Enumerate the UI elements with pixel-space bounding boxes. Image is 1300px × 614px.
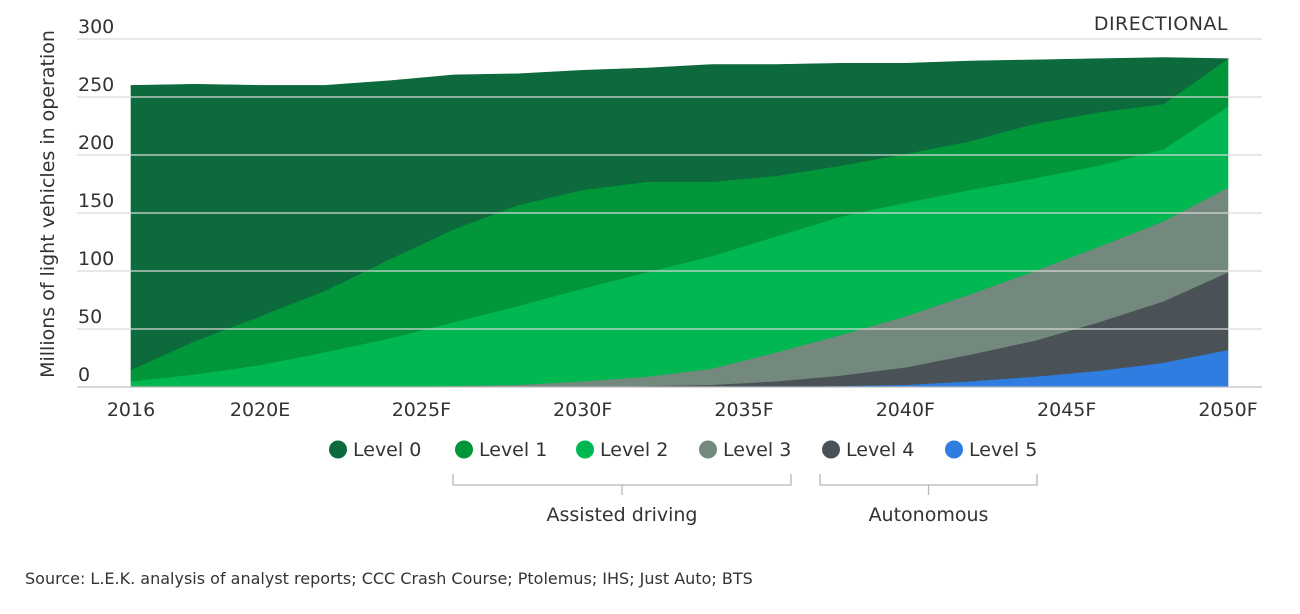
area-level-0 (130, 57, 1229, 371)
x-tick-2040f: 2040F (876, 399, 935, 421)
legend-label-level-3: Level 3 (723, 439, 791, 461)
y-tick-50: 50 (78, 306, 102, 328)
x-tick-2030f: 2030F (553, 399, 612, 421)
legend-swatch-level-5 (945, 440, 963, 459)
y-axis-label: Millions of light vehicles in operation (37, 30, 59, 378)
area-layer (130, 57, 1229, 388)
legend-swatch-level-2 (576, 440, 594, 459)
legend-swatch-level-1 (455, 440, 473, 459)
legend-label-level-2: Level 2 (600, 439, 668, 461)
x-tick-labels: 2016 2020E 2025F 2030F 2035F 2040F 2045F 2050F (107, 399, 1258, 421)
x-tick-2025f: 2025F (392, 399, 451, 421)
group-label-assisted-driving: Assisted driving (547, 504, 698, 526)
legend-label-level-0: Level 0 (353, 439, 421, 461)
legend-swatch-level-0 (329, 440, 347, 459)
y-tick-100: 100 (78, 248, 114, 270)
bracket-autonomous (819, 474, 1038, 495)
x-tick-2045f: 2045F (1037, 399, 1096, 421)
x-tick-2035f: 2035F (714, 399, 773, 421)
directional-tag: DIRECTIONAL (1094, 13, 1228, 35)
legend: Level 0 Level 1 Level 2 Level 3 Level 4 Level… (329, 439, 1037, 461)
source-note: Source: L.E.K. analysis of analyst repor… (25, 569, 753, 588)
gridlines (77, 38, 1262, 388)
legend-groups: Assisted driving Autonomous (452, 474, 1038, 526)
y-tick-200: 200 (78, 132, 114, 154)
x-tick-2020e: 2020E (230, 399, 290, 421)
legend-label-level-1: Level 1 (479, 439, 547, 461)
group-label-autonomous: Autonomous (869, 504, 989, 526)
legend-label-level-5: Level 5 (969, 439, 1037, 461)
y-tick-labels: 0 50 100 150 200 250 300 (78, 16, 114, 386)
legend-label-level-4: Level 4 (846, 439, 914, 461)
bracket-assisted-driving (452, 474, 792, 495)
y-tick-150: 150 (78, 190, 114, 212)
y-tick-0: 0 (78, 364, 90, 386)
legend-swatch-level-4 (822, 440, 840, 459)
y-tick-300: 300 (78, 16, 114, 38)
y-tick-250: 250 (78, 74, 114, 96)
legend-swatch-level-3 (699, 440, 717, 459)
x-tick-2050f: 2050F (1198, 399, 1257, 421)
x-tick-2016: 2016 (107, 399, 155, 421)
